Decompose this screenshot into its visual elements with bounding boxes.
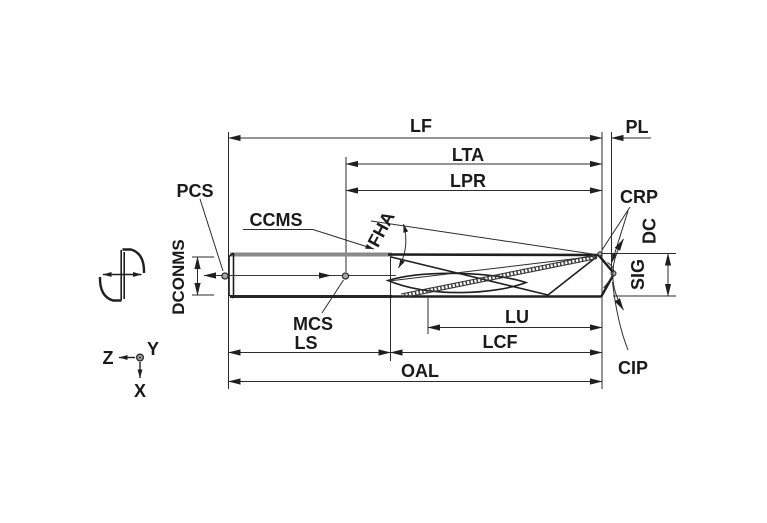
label-axis-z: Z [103,348,114,368]
label-lf: LF [410,116,432,136]
tip-corner-point [597,251,603,257]
mcs-point [341,272,350,280]
pcs-leader [199,198,224,272]
dim-pl: PL [611,117,651,142]
gauge-points [199,198,631,351]
crp-leader-1 [601,206,631,251]
flute-helix-extension [370,220,600,256]
cip-leader [612,281,629,351]
label-lcf: LCF [483,332,518,352]
end-view-bottom-flute [98,276,122,302]
label-sig: SIG [628,259,648,290]
dim-sig: SIG [612,238,648,311]
label-axis-y: Y [147,339,159,359]
dim-lcf: LCF [390,332,603,356]
axis-triad: Z Y X [103,339,160,401]
label-lta: LTA [452,145,484,165]
drill-side-view [203,220,617,299]
crp-leader-2 [611,210,629,263]
flute-lens-ridge [388,255,598,282]
flute-top-edge [387,253,600,257]
callout-labels: PCS CCMS MCS CRP CIP [176,181,658,378]
dim-ls: LS [228,333,391,356]
label-cip: CIP [618,358,648,378]
dim-dconms: DCONMS [169,239,201,315]
dim-oal: OAL [228,361,603,385]
label-axis-x: X [134,381,146,401]
label-ccms: CCMS [250,210,303,230]
label-lpr: LPR [450,171,486,191]
dim-lta: LTA [345,145,603,168]
label-ls: LS [294,333,317,353]
label-dc: DC [640,218,660,244]
flute-diagonal-up [547,255,598,296]
mcs-leader [321,279,344,314]
tip-top-face [597,253,615,274]
label-oal: OAL [401,361,439,381]
label-crp: CRP [620,187,658,207]
label-pl: PL [625,117,648,137]
ccms-leader [243,229,375,250]
label-lu: LU [505,307,529,327]
drill-end-view [98,248,146,302]
label-pcs: PCS [176,181,213,201]
label-fha: FHA [364,208,399,250]
flute-hatch-band [400,254,598,298]
dimensions: LF PL LTA LPR LU LS LCF OAL [169,116,672,385]
y-axis-point-center [139,356,141,359]
flute-lens [385,272,529,294]
pcs-point [221,272,229,280]
dim-lpr: LPR [345,171,603,194]
end-view-top-flute [122,248,146,274]
label-dconms: DCONMS [169,239,188,315]
tip-apex-point [610,270,617,277]
dim-lf: LF [228,116,603,142]
label-mcs: MCS [293,314,333,334]
dim-lu: LU [427,307,603,331]
dim-dc: DC [640,218,672,297]
flute-diagonal-down [390,256,549,296]
